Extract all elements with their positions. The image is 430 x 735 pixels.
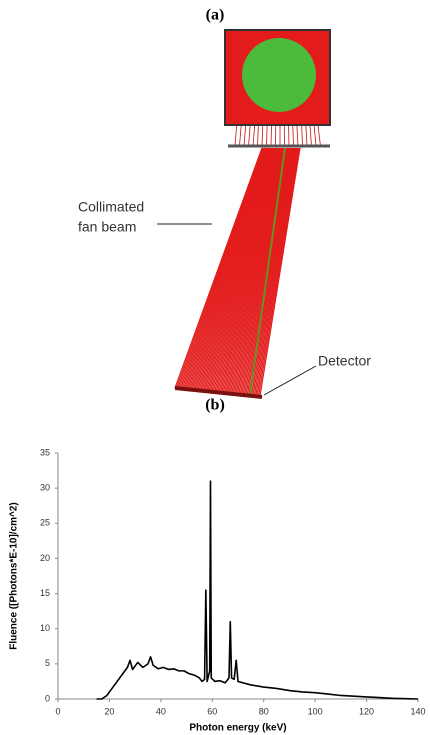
phantom-core xyxy=(242,38,316,112)
ray xyxy=(188,147,269,390)
panel-label: (a) xyxy=(206,7,225,24)
ray xyxy=(256,147,300,396)
ray xyxy=(252,147,298,396)
ray xyxy=(204,147,276,391)
ray xyxy=(198,147,274,391)
ray xyxy=(229,147,288,394)
annotation: Detector xyxy=(318,353,371,369)
ray xyxy=(216,147,282,393)
y-tick-label: 25 xyxy=(40,518,50,528)
ray xyxy=(224,147,285,393)
ray xyxy=(249,147,297,396)
ray xyxy=(243,147,294,395)
ray xyxy=(218,147,283,393)
ray xyxy=(205,147,277,392)
ray xyxy=(181,147,266,389)
ray xyxy=(221,147,284,393)
ray xyxy=(190,147,270,390)
x-tick-label: 40 xyxy=(156,706,166,716)
ray xyxy=(257,147,300,396)
ray xyxy=(215,147,281,393)
ray xyxy=(235,147,290,394)
ray xyxy=(250,147,297,396)
ray xyxy=(192,147,271,390)
ray xyxy=(239,147,292,395)
ray xyxy=(175,147,264,389)
ray xyxy=(182,147,267,389)
ray xyxy=(231,147,288,394)
ray xyxy=(208,147,278,392)
y-tick-label: 0 xyxy=(45,693,50,703)
ray xyxy=(184,147,268,390)
ray xyxy=(226,147,287,394)
x-tick-label: 120 xyxy=(359,706,374,716)
y-tick-label: 20 xyxy=(40,553,50,563)
ray xyxy=(199,147,274,391)
ray xyxy=(174,147,263,389)
x-tick-label: 0 xyxy=(55,706,60,716)
annotation: fan beam xyxy=(78,219,136,235)
ray xyxy=(249,147,286,396)
ray xyxy=(212,147,280,392)
ray xyxy=(222,147,285,393)
ray xyxy=(177,147,264,389)
ray xyxy=(209,147,279,392)
ray xyxy=(255,147,299,396)
ray xyxy=(259,147,301,397)
spectrum-line xyxy=(96,480,419,700)
y-axis-label: Fluence ([Photons*E-10]/cm^2) xyxy=(9,502,20,650)
ray xyxy=(178,147,265,389)
y-tick-label: 10 xyxy=(40,623,50,633)
ray xyxy=(191,147,271,390)
y-tick-label: 35 xyxy=(40,447,50,457)
y-tick-label: 5 xyxy=(45,658,50,668)
ray xyxy=(185,147,268,390)
ray xyxy=(228,147,287,394)
ray xyxy=(187,147,269,390)
x-tick-label: 80 xyxy=(259,706,269,716)
ray xyxy=(202,147,276,391)
x-tick-label: 140 xyxy=(410,706,425,716)
x-axis-label: Photon energy (keV) xyxy=(189,723,286,734)
ray xyxy=(207,147,278,392)
ray xyxy=(194,147,272,391)
ray xyxy=(245,147,295,395)
fan-beam xyxy=(174,84,321,399)
ray xyxy=(219,147,283,393)
ray xyxy=(211,147,280,392)
ray xyxy=(236,147,291,394)
ray xyxy=(197,147,273,391)
x-tick-label: 20 xyxy=(104,706,114,716)
ray xyxy=(201,147,275,391)
ray xyxy=(253,147,299,396)
annotation: Collimated xyxy=(78,199,144,215)
x-tick-label: 60 xyxy=(207,706,217,716)
y-tick-label: 15 xyxy=(40,588,50,598)
y-tick-label: 30 xyxy=(40,483,50,493)
ray xyxy=(225,147,286,393)
ray xyxy=(214,147,281,392)
panel-label: (b) xyxy=(205,397,225,414)
x-tick-label: 100 xyxy=(308,706,323,716)
detector xyxy=(174,386,263,399)
ray xyxy=(195,147,273,391)
ray xyxy=(180,147,266,389)
ray xyxy=(238,147,292,395)
leader-line xyxy=(263,365,317,396)
